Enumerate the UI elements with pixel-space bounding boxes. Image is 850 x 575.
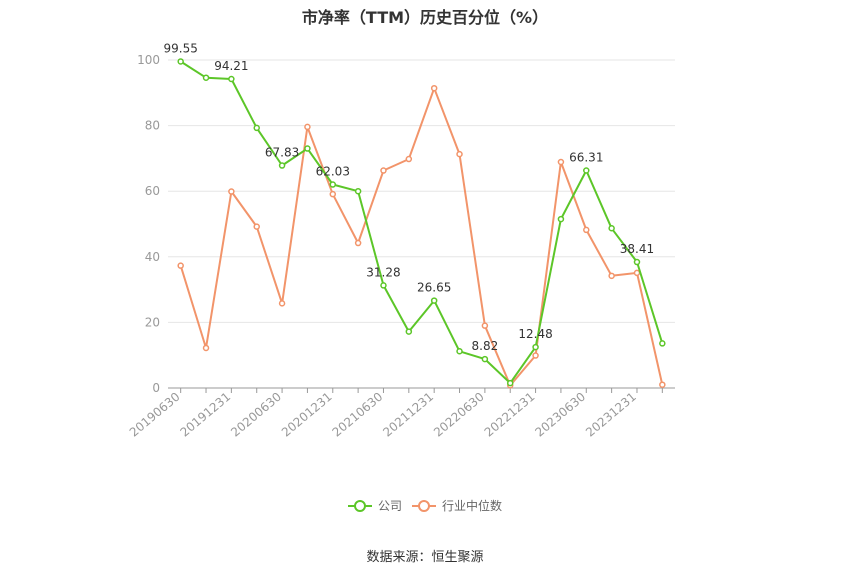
series-line: [179, 87, 664, 387]
line-chart: 0 20 40 60 80 100 2019063020191231202006302020…: [127, 41, 675, 513]
data-point: [506, 379, 514, 387]
legend-swatch-marker: [418, 500, 430, 512]
data-source: 数据来源：恒生聚源: [366, 550, 484, 565]
data-point: [253, 223, 260, 230]
data-label: 94.21: [214, 59, 248, 73]
data-point: [456, 348, 463, 355]
data-point: [329, 190, 337, 198]
data-point: [380, 282, 387, 289]
data-point: [253, 124, 260, 132]
data-point: [304, 145, 311, 152]
y-tick-label: 40: [145, 250, 160, 264]
data-label: 8.82: [472, 339, 499, 353]
data-label: 66.31: [569, 151, 603, 165]
data-point: [583, 167, 590, 174]
data-point: [329, 181, 337, 188]
series-line: [180, 60, 664, 385]
x-tick-label: 20221231: [482, 390, 538, 440]
data-point: [456, 150, 463, 158]
data-label: 62.03: [316, 165, 350, 179]
data-point: [278, 162, 286, 169]
data-point: [380, 167, 387, 174]
data-point: [583, 226, 590, 234]
data-point: [202, 344, 210, 352]
y-tick-label: 100: [137, 53, 160, 67]
x-tick-label: 20191231: [178, 390, 234, 440]
y-tick-label: 20: [145, 315, 160, 329]
legend-label: 行业中位数: [442, 498, 502, 513]
data-point: [557, 158, 565, 166]
x-tick-label: 20220630: [431, 390, 487, 440]
legend-label: 公司: [378, 499, 402, 513]
data-point: [633, 269, 641, 277]
legend-swatch-marker: [354, 500, 366, 512]
y-tick-label: 0: [152, 381, 160, 395]
data-point: [405, 328, 413, 335]
data-point: [228, 75, 235, 83]
data-point: [659, 340, 666, 347]
data-point: [481, 355, 489, 363]
data-point: [177, 262, 184, 269]
x-tick-label: 20230630: [532, 390, 588, 440]
data-point: [202, 74, 210, 81]
x-tick-label: 20190630: [127, 390, 183, 440]
data-point: [354, 187, 362, 195]
x-tick-label: 20210630: [330, 390, 386, 440]
y-tick-label: 80: [145, 119, 160, 133]
data-label: 99.55: [163, 41, 197, 55]
data-point: [532, 352, 539, 359]
data-point: [278, 300, 286, 307]
data-label: 12.48: [518, 327, 552, 341]
data-point: [430, 297, 438, 304]
data-label: 38.41: [620, 242, 654, 256]
data-label: 67.83: [265, 146, 299, 160]
data-point: [177, 58, 184, 65]
data-label: 26.65: [417, 281, 451, 295]
x-tick-label: 20200630: [228, 390, 284, 440]
data-point: [354, 239, 362, 247]
data-point: [633, 258, 641, 266]
data-label: 31.28: [366, 265, 400, 279]
data-point: [430, 84, 438, 92]
data-point: [659, 381, 666, 388]
data-point: [557, 215, 565, 223]
x-tick-label: 20201231: [279, 390, 335, 440]
chart-title: 市净率（TTM）历史百分位（%）: [301, 8, 549, 27]
x-tick-label: 20211231: [380, 390, 436, 440]
data-point: [304, 123, 311, 131]
data-point: [608, 225, 615, 232]
data-point: [608, 272, 615, 280]
data-point: [405, 155, 413, 163]
y-tick-label: 60: [145, 184, 160, 198]
data-point: [228, 188, 235, 195]
data-point: [481, 322, 489, 329]
x-tick-label: 20231231: [583, 390, 639, 440]
data-point: [532, 343, 539, 351]
